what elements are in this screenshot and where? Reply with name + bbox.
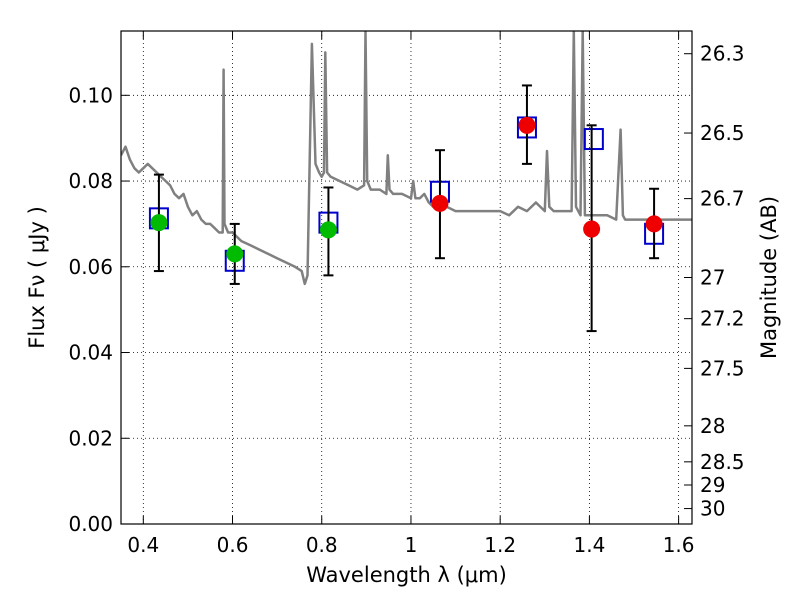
y2-tick-label: 26.7 (700, 187, 745, 211)
plot-area (121, 31, 692, 333)
x-axis-label: Wavelength λ (μm) (306, 563, 507, 587)
y2-tick-label: 26.5 (700, 121, 745, 145)
data-point (431, 194, 449, 212)
y-tick-label: 0.06 (68, 255, 113, 279)
x-tick-label: 1.4 (573, 533, 605, 557)
spectrum-line (121, 31, 692, 286)
data-point (226, 245, 244, 263)
y2-tick-label: 27 (700, 266, 725, 290)
model-square-marker (583, 128, 604, 151)
data-point (150, 214, 168, 232)
axis-labels: Wavelength λ (μm) Flux Fν ( μJy ) Magnit… (25, 196, 781, 587)
grid-layer (121, 31, 692, 525)
y2-tick-label: 26.3 (700, 42, 745, 66)
y-tick-label: 0.02 (68, 426, 113, 450)
x-tick-label: 0.8 (306, 533, 338, 557)
y2-tick-label: 28 (700, 414, 725, 438)
axes: 0.4 0.6 0.8 1 1.2 1.4 1.6 0.00 0.02 0.04 0.06 0.08 0… (68, 30, 745, 557)
x-tick-label: 1 (405, 533, 418, 557)
y-tick-label: 0.10 (68, 83, 113, 107)
x-tick-label: 0.6 (217, 533, 249, 557)
data-point (518, 116, 536, 134)
x-tick-label: 0.4 (127, 533, 159, 557)
data-point (319, 221, 337, 239)
y2-axis-label: Magnitude (AB) (757, 196, 781, 359)
y-tick-label: 0.00 (68, 512, 113, 536)
y2-tick-label: 29 (700, 473, 725, 497)
data-point (583, 220, 601, 238)
x-tick-label: 1.2 (484, 533, 516, 557)
y2-tick-label: 30 (700, 497, 725, 521)
plot-frame (120, 30, 693, 525)
y2-tick-label: 28.5 (700, 450, 745, 474)
y2-tick-label: 27.2 (700, 307, 745, 331)
y-tick-label: 0.08 (68, 169, 113, 193)
y2-tick-label: 27.5 (700, 356, 745, 380)
y-tick-label: 0.04 (68, 341, 113, 365)
y-axis-label: Flux Fν ( μJy ) (25, 206, 49, 349)
data-point (645, 215, 663, 233)
x-tick-label: 1.6 (663, 533, 695, 557)
